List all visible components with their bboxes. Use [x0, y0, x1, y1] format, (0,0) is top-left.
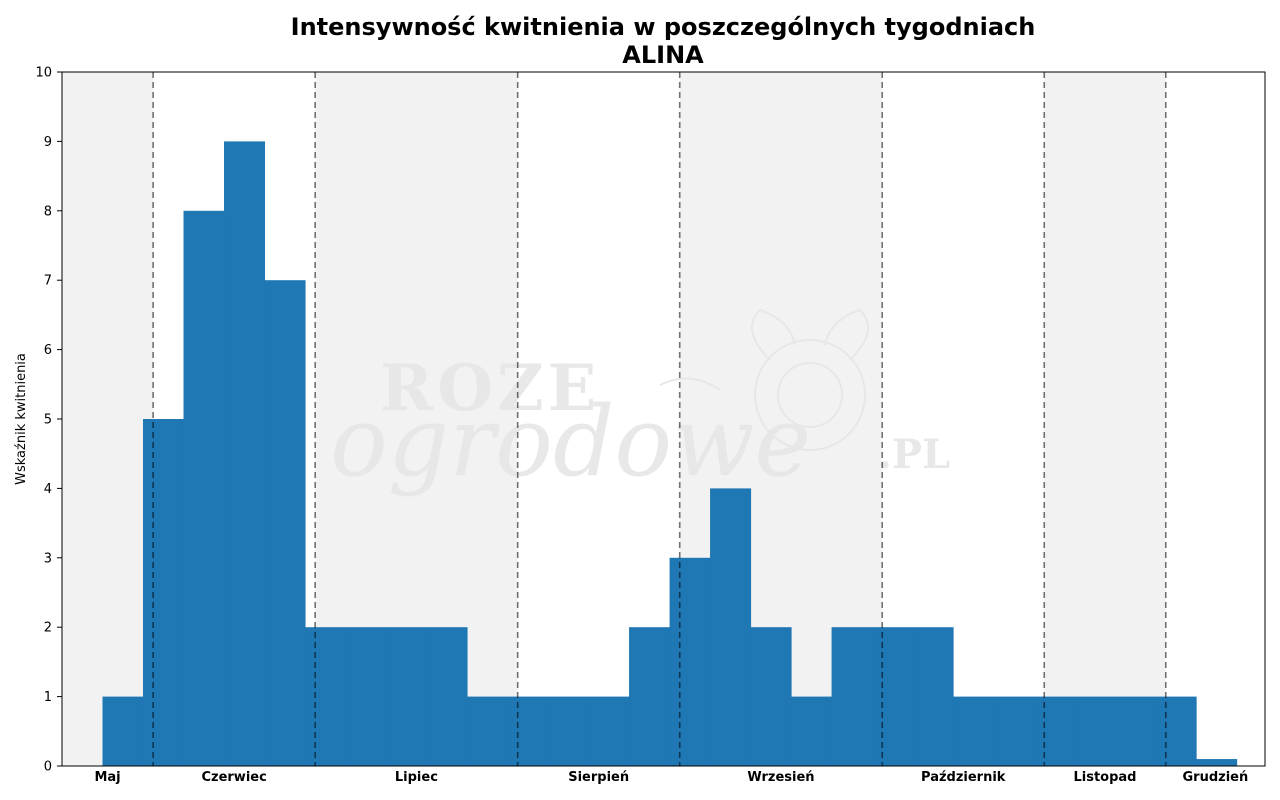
bar: [831, 627, 873, 766]
bar: [548, 696, 590, 766]
watermark-line3: .PL: [878, 431, 950, 478]
y-tick-label: 9: [44, 135, 52, 150]
bar: [1074, 696, 1116, 766]
bar: [224, 141, 266, 766]
bar: [1115, 696, 1157, 766]
bar: [1196, 759, 1238, 766]
rose-logo-icon: [659, 308, 869, 451]
chart-title: Intensywność kwitnienia w poszczególnych…: [291, 13, 1036, 41]
month-label: Lipiec: [395, 770, 438, 785]
bar: [305, 627, 347, 766]
bar: [750, 627, 792, 766]
y-tick-label: 4: [44, 482, 52, 497]
y-tick-label: 5: [44, 413, 52, 428]
bar: [183, 210, 225, 767]
bar: [345, 627, 387, 766]
bar: [386, 627, 428, 766]
y-tick-label: 0: [44, 760, 52, 775]
month-shade: [62, 72, 154, 766]
month-boundaries: [152, 72, 1167, 766]
month-label: Październik: [921, 770, 1006, 785]
bar: [1155, 696, 1197, 766]
watermark: ROZE ogrodowe .PL: [330, 308, 950, 498]
y-axis-label: Wskaźnik kwitnienia: [14, 353, 29, 485]
y-tick-label: 1: [44, 690, 52, 705]
watermark-line1: ROZE: [380, 351, 600, 426]
bar: [1034, 696, 1076, 766]
month-shading: [62, 72, 1166, 766]
bar: [953, 696, 995, 766]
bar: [669, 557, 711, 766]
bar: [143, 419, 185, 766]
month-label: Czerwiec: [201, 770, 266, 785]
y-tick-label: 8: [44, 204, 52, 219]
y-axis: 0 1 2 3 4 5 6 7 8 9 10: [35, 66, 62, 775]
month-label: Grudzień: [1183, 770, 1249, 785]
watermark-line2: ogrodowe: [330, 386, 811, 498]
bar: [426, 627, 468, 766]
chart-subtitle: ALINA: [622, 41, 704, 69]
bar: [791, 696, 833, 766]
y-tick-label: 3: [44, 551, 52, 566]
bar: [507, 696, 549, 766]
month-label: Sierpień: [568, 770, 629, 785]
bar: [588, 696, 630, 766]
month-label: Listopad: [1073, 770, 1136, 785]
y-tick-label: 7: [44, 274, 52, 289]
bar: [629, 627, 671, 766]
bar: [102, 696, 144, 766]
bar: [912, 627, 954, 766]
bar: [264, 280, 306, 766]
month-label: Maj: [94, 770, 120, 785]
y-tick-label: 2: [44, 621, 52, 636]
bars: [102, 141, 1238, 767]
month-shade: [1044, 72, 1166, 766]
bar: [993, 696, 1035, 766]
y-tick-label: 10: [35, 66, 52, 81]
x-axis-months: Maj Czerwiec Lipiec Sierpień Wrzesień Paździe…: [94, 770, 1248, 785]
bar: [710, 488, 752, 766]
bar: [467, 696, 509, 766]
bar: [872, 627, 914, 766]
y-tick-label: 6: [44, 343, 52, 358]
month-label: Wrzesień: [747, 770, 814, 785]
